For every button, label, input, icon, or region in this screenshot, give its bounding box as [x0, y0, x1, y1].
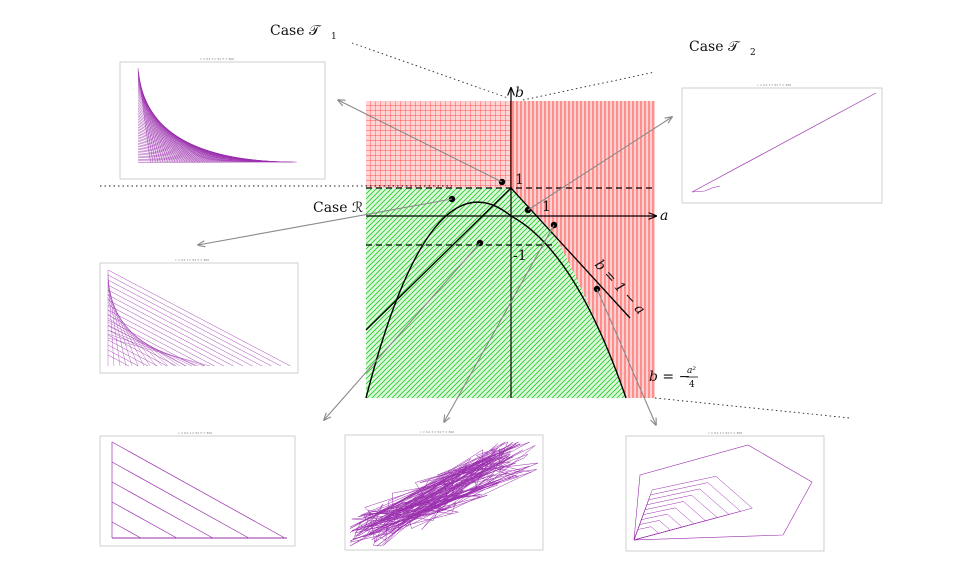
trajectory-segment: [137, 160, 295, 163]
svg-text:c = 0.1 t = 51 T = 300: c = 0.1 t = 51 T = 300: [757, 83, 791, 87]
trajectory-segment: [111, 481, 213, 539]
parabola-curve: [365, 201, 627, 399]
trajectory-segment: [111, 441, 285, 539]
trajectory-segment: [107, 344, 149, 367]
parabola-equation-label: b = −: [649, 369, 690, 385]
trajectory-segment: [107, 294, 244, 367]
svg-text:c = 0.1 t = 51 T = 300: c = 0.1 t = 51 T = 300: [175, 258, 209, 262]
parabola-numerator: a²: [687, 366, 696, 376]
trajectory-segment: [111, 461, 249, 539]
trajectory-path: [691, 185, 721, 193]
trajectory-path: [349, 441, 539, 547]
case-t2-label: Case 𝒯: [689, 39, 741, 55]
trajectory-segment: [107, 329, 177, 367]
inset-t1: c = 0.1 t = 51 T = 300: [119, 57, 326, 180]
case-t1-label: Case 𝒯: [270, 23, 322, 39]
a-axis-label: a: [660, 208, 668, 224]
trajectory-segment: [107, 304, 225, 367]
trajectory-segment: [107, 284, 263, 367]
red-region-right: [510, 101, 655, 398]
svg-text:c = 0.1 t = 51 T = 300: c = 0.1 t = 51 T = 300: [200, 57, 234, 61]
green-region: [366, 188, 626, 398]
trajectory-segment: [107, 333, 205, 367]
trajectory-segment: [107, 279, 272, 367]
region-diagram: [365, 88, 656, 399]
tick-a-positive: 1: [542, 199, 551, 215]
case-t2-subscript: 2: [750, 48, 756, 58]
trajectory-segment: [107, 321, 187, 367]
trajectory-segment: [107, 309, 215, 367]
trajectory-segment: [107, 269, 291, 367]
trajectory-segment: [111, 501, 177, 539]
trajectory-segment: [107, 329, 199, 367]
svg-text:c = 0.1 t = 51 T = 300: c = 0.1 t = 51 T = 300: [178, 431, 212, 435]
red-region-grid: [366, 101, 511, 188]
line-b-1-minus-a: [365, 187, 631, 331]
trajectory-segment: [107, 317, 181, 367]
case-t1-subscript: 1: [331, 32, 337, 42]
trajectory-path: [633, 444, 813, 541]
tick-b-negative: -1: [513, 248, 527, 264]
trajectory-segment: [137, 158, 292, 163]
b-axis-label: b: [515, 85, 524, 101]
trajectory-segment: [137, 157, 290, 163]
tick-b-positive: 1: [515, 172, 524, 188]
inset-bottom-3: c = 0.1 t = 51 T = 300: [625, 431, 825, 552]
trajectory-segment: [107, 274, 282, 367]
trajectory-segment: [107, 299, 234, 367]
trajectory-segment: [107, 339, 158, 367]
trajectory-segment: [107, 289, 253, 367]
svg-text:c = 0.1 t = 51 T = 300: c = 0.1 t = 51 T = 300: [708, 431, 742, 435]
svg-text:c = 0.1 t = 51 T = 300: c = 0.1 t = 51 T = 300: [420, 430, 454, 434]
inset-bottom-2: c = 0.1 t = 51 T = 300: [344, 430, 544, 551]
pointer-arrows: [198, 100, 672, 425]
trajectory-segment: [107, 325, 193, 367]
inset-t2: c = 0.1 t = 51 T = 300: [681, 83, 883, 204]
trajectory-segment: [111, 521, 141, 539]
trajectory-segment: [691, 92, 877, 193]
inset-r: c = 0.1 t = 51 T = 300: [99, 258, 299, 374]
trajectory-segment: [107, 354, 130, 367]
trajectory-segment: [107, 349, 139, 367]
trajectory-segment: [107, 337, 211, 367]
parabola-denominator: 4: [689, 380, 695, 390]
dotted-separators: [100, 42, 851, 419]
inset-bottom-1: c = 0.1 t = 51 T = 300: [99, 431, 296, 547]
trajectory-path: [633, 526, 660, 541]
trajectory-segment: [107, 334, 168, 367]
case-r-label: Case ℛ: [313, 200, 363, 216]
trajectory-segment: [107, 314, 206, 367]
